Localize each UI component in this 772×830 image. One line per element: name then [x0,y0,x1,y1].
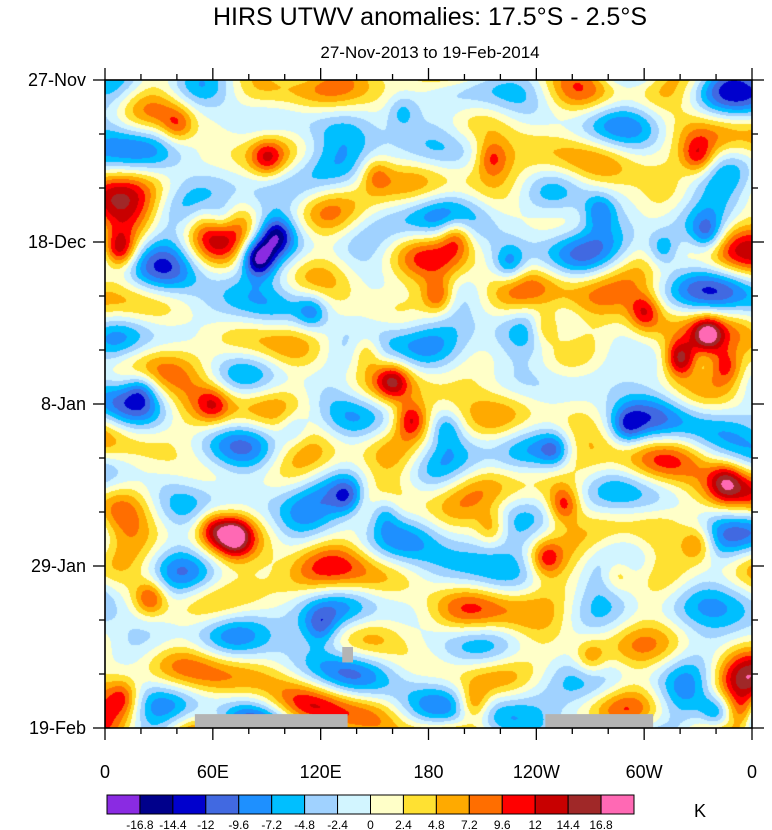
colorbar-level-label: -14.4 [159,818,187,830]
colorbar-swatch [501,794,536,815]
colorbar-level-label: -9.6 [228,818,249,830]
colorbar-swatch [402,794,437,815]
colorbar: -16.8 -14.4 -12 -9.6 -7.2 -4.8 -2.4 0 2.4 4.8 7.2 9… [106,794,635,830]
colorbar-level-label: -12 [197,818,215,830]
colorbar-level-label: 14.4 [556,818,580,830]
colorbar-swatch [139,794,174,815]
colorbar-swatch [205,794,240,815]
colorbar-level-label: 2.4 [395,818,412,830]
x-tick-label: 120E [300,762,342,782]
missing-data-patch [342,647,354,663]
colorbar-level-label: 0 [367,818,374,830]
y-tick-label: 8-Jan [41,394,86,414]
x-tick-label: 0 [747,762,757,782]
x-axis: 0 60E 120E 180 120W 60W 0 [100,68,757,782]
colorbar-swatch [435,794,470,815]
x-tick-label: 60W [626,762,663,782]
x-tick-label: 120W [513,762,560,782]
x-tick-label: 180 [413,762,443,782]
colorbar-level-label: 16.8 [589,818,613,830]
colorbar-unit: K [694,801,706,821]
anomaly-field [105,80,752,728]
colorbar-swatch [172,794,207,815]
y-tick-label: 27-Nov [28,70,86,90]
colorbar-level-label: 12 [529,818,543,830]
colorbar-swatch [534,794,569,815]
y-tick-label: 19-Feb [29,718,86,738]
missing-data-patch [194,714,348,728]
y-axis: 27-Nov 18-Dec 8-Jan 29-Jan 19-Feb [28,70,764,738]
missing-data-layer [194,647,654,728]
colorbar-swatch [567,794,602,815]
colorbar-level-label: 7.2 [461,818,478,830]
colorbar-swatch [106,794,141,815]
colorbar-swatch [370,794,404,815]
chart-title: HIRS UTWV anomalies: 17.5°S - 2.5°S [213,3,647,31]
y-tick-label: 29-Jan [31,556,86,576]
x-tick-label: 0 [100,762,110,782]
colorbar-swatch [271,794,306,815]
colorbar-swatch [238,794,273,815]
colorbar-swatch [304,794,339,815]
colorbar-swatch [600,794,635,815]
colorbar-level-label: -2.4 [327,818,348,830]
colorbar-swatch [337,794,371,815]
chart-subtitle: 27-Nov-2013 to 19-Feb-2014 [320,43,539,62]
y-tick-label: 18-Dec [28,232,86,252]
missing-data-patch [545,714,654,728]
colorbar-level-label: -7.2 [261,818,282,830]
x-tick-label: 60E [197,762,229,782]
colorbar-level-label: -16.8 [126,818,154,830]
colorbar-level-label: 4.8 [428,818,445,830]
colorbar-swatch [468,794,503,815]
colorbar-level-label: 9.6 [494,818,511,830]
colorbar-level-label: -4.8 [294,818,315,830]
